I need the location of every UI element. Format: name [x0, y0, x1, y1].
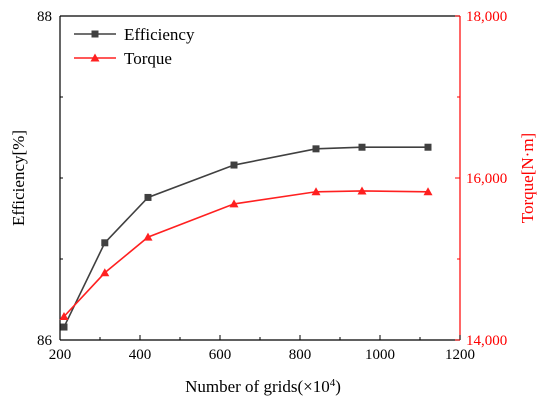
y-right-tick-label: 18,000	[466, 9, 507, 25]
point-torque	[357, 186, 367, 195]
point-torque	[100, 268, 110, 277]
legend-marker-torque	[90, 53, 100, 62]
point-efficiency	[101, 239, 109, 247]
point-torque	[423, 187, 433, 196]
legend-label-torque: Torque	[124, 49, 172, 68]
point-torque	[311, 187, 321, 196]
y-left-tick-label: 86	[37, 333, 53, 349]
y-right-tick-label: 14,000	[466, 333, 507, 349]
y-right-axis-label: Torque[N·m]	[518, 133, 537, 223]
y-left-axis-label: Efficiency[%]	[9, 130, 28, 226]
y-right-tick-label: 16,000	[466, 171, 507, 187]
ticks: 200 400 600 800 1000 1200 86 88 14,000 16,000 18,0…	[37, 9, 507, 363]
x-tick-label: 800	[289, 347, 312, 363]
axes	[59, 15, 461, 341]
legend-label-efficiency: Efficiency	[124, 25, 195, 44]
x-axis-label-main: Number of grids(×10	[185, 377, 330, 396]
y-left-tick-label: 88	[37, 9, 52, 25]
legend-marker-efficiency	[91, 30, 99, 38]
point-efficiency	[230, 161, 238, 169]
point-efficiency	[144, 193, 152, 201]
point-efficiency	[312, 145, 320, 153]
series-markers	[59, 143, 433, 331]
point-torque	[143, 232, 153, 241]
x-tick-label: 1000	[365, 347, 395, 363]
x-axis-label-close: )	[335, 377, 341, 396]
series-line-torque	[63, 190, 429, 318]
point-efficiency	[424, 143, 432, 151]
x-tick-label: 400	[129, 347, 152, 363]
series-line-efficiency	[63, 146, 428, 328]
x-tick-label: 600	[209, 347, 232, 363]
point-torque	[229, 199, 239, 208]
point-efficiency	[60, 323, 68, 331]
point-torque	[59, 312, 69, 321]
x-axis-label-sup: 4	[330, 377, 336, 389]
legend: Efficiency Torque	[74, 25, 195, 68]
x-tick-label: 200	[49, 347, 72, 363]
series-lines	[63, 146, 429, 328]
x-tick-label: 1200	[445, 347, 475, 363]
point-efficiency	[358, 143, 366, 151]
x-axis-label: Number of grids(×104)	[185, 377, 341, 396]
